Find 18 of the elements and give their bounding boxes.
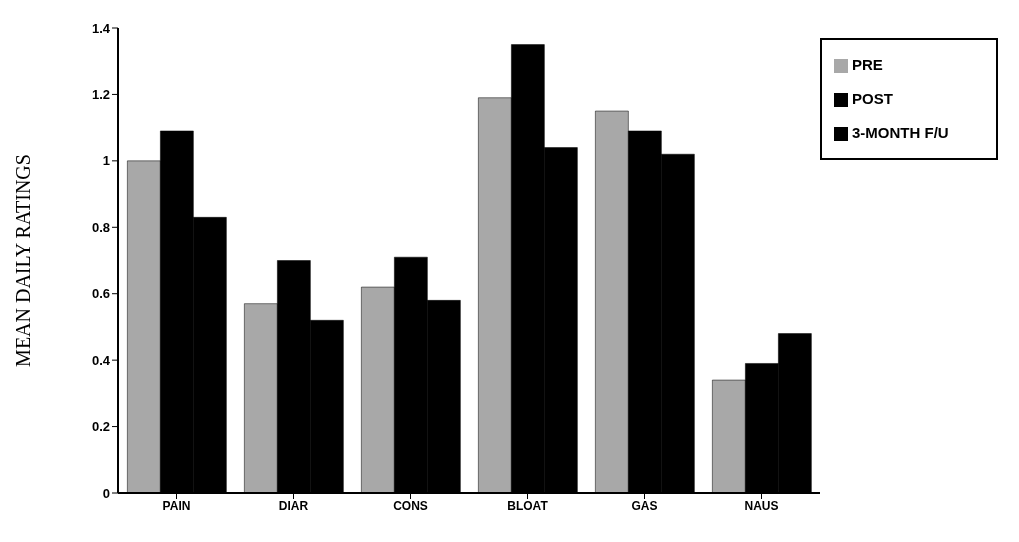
x-tick-label: NAUS <box>744 498 779 513</box>
y-tick-label: 0.6 <box>91 286 110 302</box>
y-tick-label: 1.4 <box>91 20 111 36</box>
legend-label: PRE <box>852 56 883 73</box>
legend-label: 3-MONTH F/U <box>852 124 949 141</box>
x-tick-label: CONS <box>393 498 428 513</box>
y-tick-label: 0.2 <box>91 419 110 435</box>
x-tick-label: PAIN <box>162 498 191 513</box>
legend-label: POST <box>852 90 893 107</box>
x-tick-label: DIAR <box>278 498 309 513</box>
x-tick-label: GAS <box>631 498 658 513</box>
y-tick-label: 0.4 <box>91 352 111 368</box>
y-tick-label: 0 <box>102 485 110 501</box>
y-tick-label: 1 <box>102 153 110 169</box>
x-tick-label: BLOAT <box>507 498 549 513</box>
y-tick-label: 1.2 <box>91 87 110 103</box>
y-axis-title: MEAN DAILY RATINGS <box>12 154 35 367</box>
y-tick-label: 0.8 <box>91 219 110 235</box>
